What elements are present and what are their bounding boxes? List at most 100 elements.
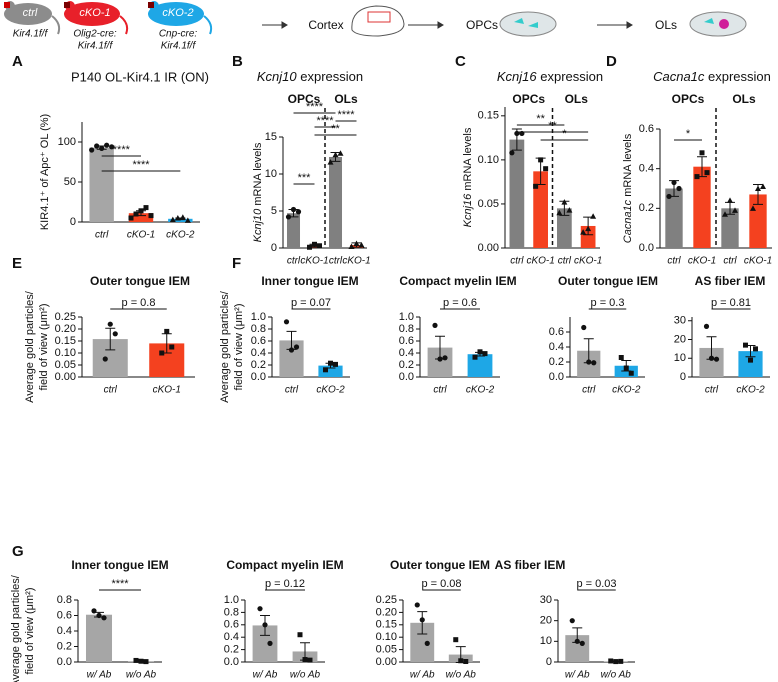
dish (689, 11, 747, 37)
significance-label: p = 0.07 (291, 297, 331, 309)
y-tick-label: 0.05 (376, 644, 397, 656)
group-label: OLs (565, 92, 589, 106)
y-tick-label: 0.4 (57, 625, 72, 637)
bar-chart: Compact myelin IEM 0.00.20.40.60.81.0 ctrl… (399, 274, 517, 395)
y-tick-label: 0.4 (224, 631, 239, 643)
x-tick-label: ctrl (510, 256, 524, 267)
significance-label: * (562, 128, 567, 140)
title-text: expression (537, 69, 603, 84)
significance-label: **** (316, 115, 334, 127)
data-point (676, 185, 682, 192)
data-point (107, 321, 113, 327)
data-point (585, 225, 592, 232)
data-point (138, 658, 144, 664)
data-point (753, 346, 758, 352)
panel-label: E (12, 255, 22, 272)
chart-title: Inner tongue IEM (71, 558, 168, 572)
x-tick-label: cKO-2 (316, 385, 345, 396)
bar-chart: AS fiber IEM 0 10 20 30 ctrl cKO-2 p = 0.81 (674, 274, 770, 396)
data-point (628, 370, 634, 376)
y-tick-label: 0.2 (251, 359, 266, 371)
data-point (743, 342, 748, 348)
bar (467, 354, 493, 377)
y-tick-label: 0.00 (55, 371, 76, 383)
y-axis-label: field of view (μm²) (233, 303, 245, 390)
group-label: OLs (732, 92, 756, 106)
x-tick-label: cKO-1 (574, 256, 602, 267)
data-point (290, 206, 297, 213)
panel-label: A (12, 53, 23, 70)
data-point (293, 344, 300, 350)
brain (351, 5, 405, 37)
y-axis-label: Average gold particles/ (10, 574, 22, 682)
bar-chart: Inner tongue IEM Average gold particles/f… (10, 558, 169, 682)
data-point (89, 147, 95, 153)
chart-title: Compact myelin IEM (399, 274, 516, 288)
data-point (703, 323, 710, 329)
chart-title: Outer tongue IEM (390, 558, 490, 572)
data-point (618, 658, 624, 664)
y-tick-label: 0.10 (376, 631, 397, 643)
data-point (623, 365, 629, 371)
data-point (755, 185, 761, 191)
bar (533, 171, 548, 248)
x-tick-label: ctrl (95, 230, 109, 241)
x-tick-label: cKO-2 (736, 385, 765, 396)
x-tick-label: cKO-1 (744, 256, 772, 267)
x-tick-label: cKO-2 (466, 385, 495, 396)
mouse-cko2 (148, 1, 213, 35)
mouse-ctrl (4, 1, 61, 35)
significance-label: p = 0.03 (576, 578, 616, 590)
data-point (694, 174, 700, 180)
data-point (463, 659, 469, 665)
y-tick-label: 0.0 (399, 371, 414, 383)
mouse-name: cKO-1 (79, 7, 110, 19)
chart-title: P140 OL-Kir4.1 IR (ON) (71, 69, 209, 84)
data-point (332, 151, 339, 158)
data-point (257, 606, 263, 612)
data-point (112, 331, 118, 337)
significance-label: **** (337, 109, 355, 121)
data-point (419, 617, 425, 623)
y-tick-label: 0.15 (376, 619, 397, 631)
x-tick-label: cKO-1 (300, 256, 328, 267)
data-point (179, 214, 186, 220)
genotype: Kir4.1f/f (161, 41, 197, 52)
bar-chart: Inner tongue IEM Average gold particles/f… (219, 274, 359, 403)
data-point (267, 640, 273, 647)
data-point (699, 150, 705, 156)
bar (85, 614, 113, 662)
y-label-gene: Kcnj16 (462, 193, 474, 228)
y-tick-label: 0.25 (55, 311, 76, 323)
data-point (174, 215, 181, 221)
group-label: OLs (334, 92, 358, 106)
significance-label: **** (132, 159, 150, 171)
y-tick-label: 0.6 (57, 609, 72, 621)
y-tick-label: 0 (546, 656, 552, 668)
data-point (509, 150, 515, 156)
y-tick-label: 0.00 (478, 242, 499, 254)
step: OPCs (466, 18, 498, 32)
x-tick-label: ctrl (723, 256, 737, 267)
y-tick-label: 0.05 (55, 359, 76, 371)
x-tick-label: w/ Ab (87, 670, 112, 681)
y-tick-label: 1.0 (399, 311, 414, 323)
y-label-gene: Cacna1c (622, 199, 634, 243)
bar (665, 188, 683, 248)
y-tick-label: 0.8 (224, 606, 239, 618)
mouse-name: ctrl (23, 7, 38, 19)
bar (89, 147, 114, 222)
data-point (722, 211, 728, 217)
y-tick-label: 1.0 (224, 594, 239, 606)
y-tick-label: 10 (540, 635, 552, 647)
group-label: OPCs (512, 92, 545, 106)
data-point (302, 657, 308, 663)
y-tick-label: 0.2 (639, 202, 654, 214)
y-tick-label: 0.0 (639, 242, 654, 254)
data-point (760, 183, 766, 190)
y-tick-label: 0.8 (57, 594, 72, 606)
data-point (99, 145, 105, 151)
y-axis-label: Average gold particles/ (24, 290, 36, 403)
y-axis-label: field of view (μm²) (38, 303, 50, 390)
